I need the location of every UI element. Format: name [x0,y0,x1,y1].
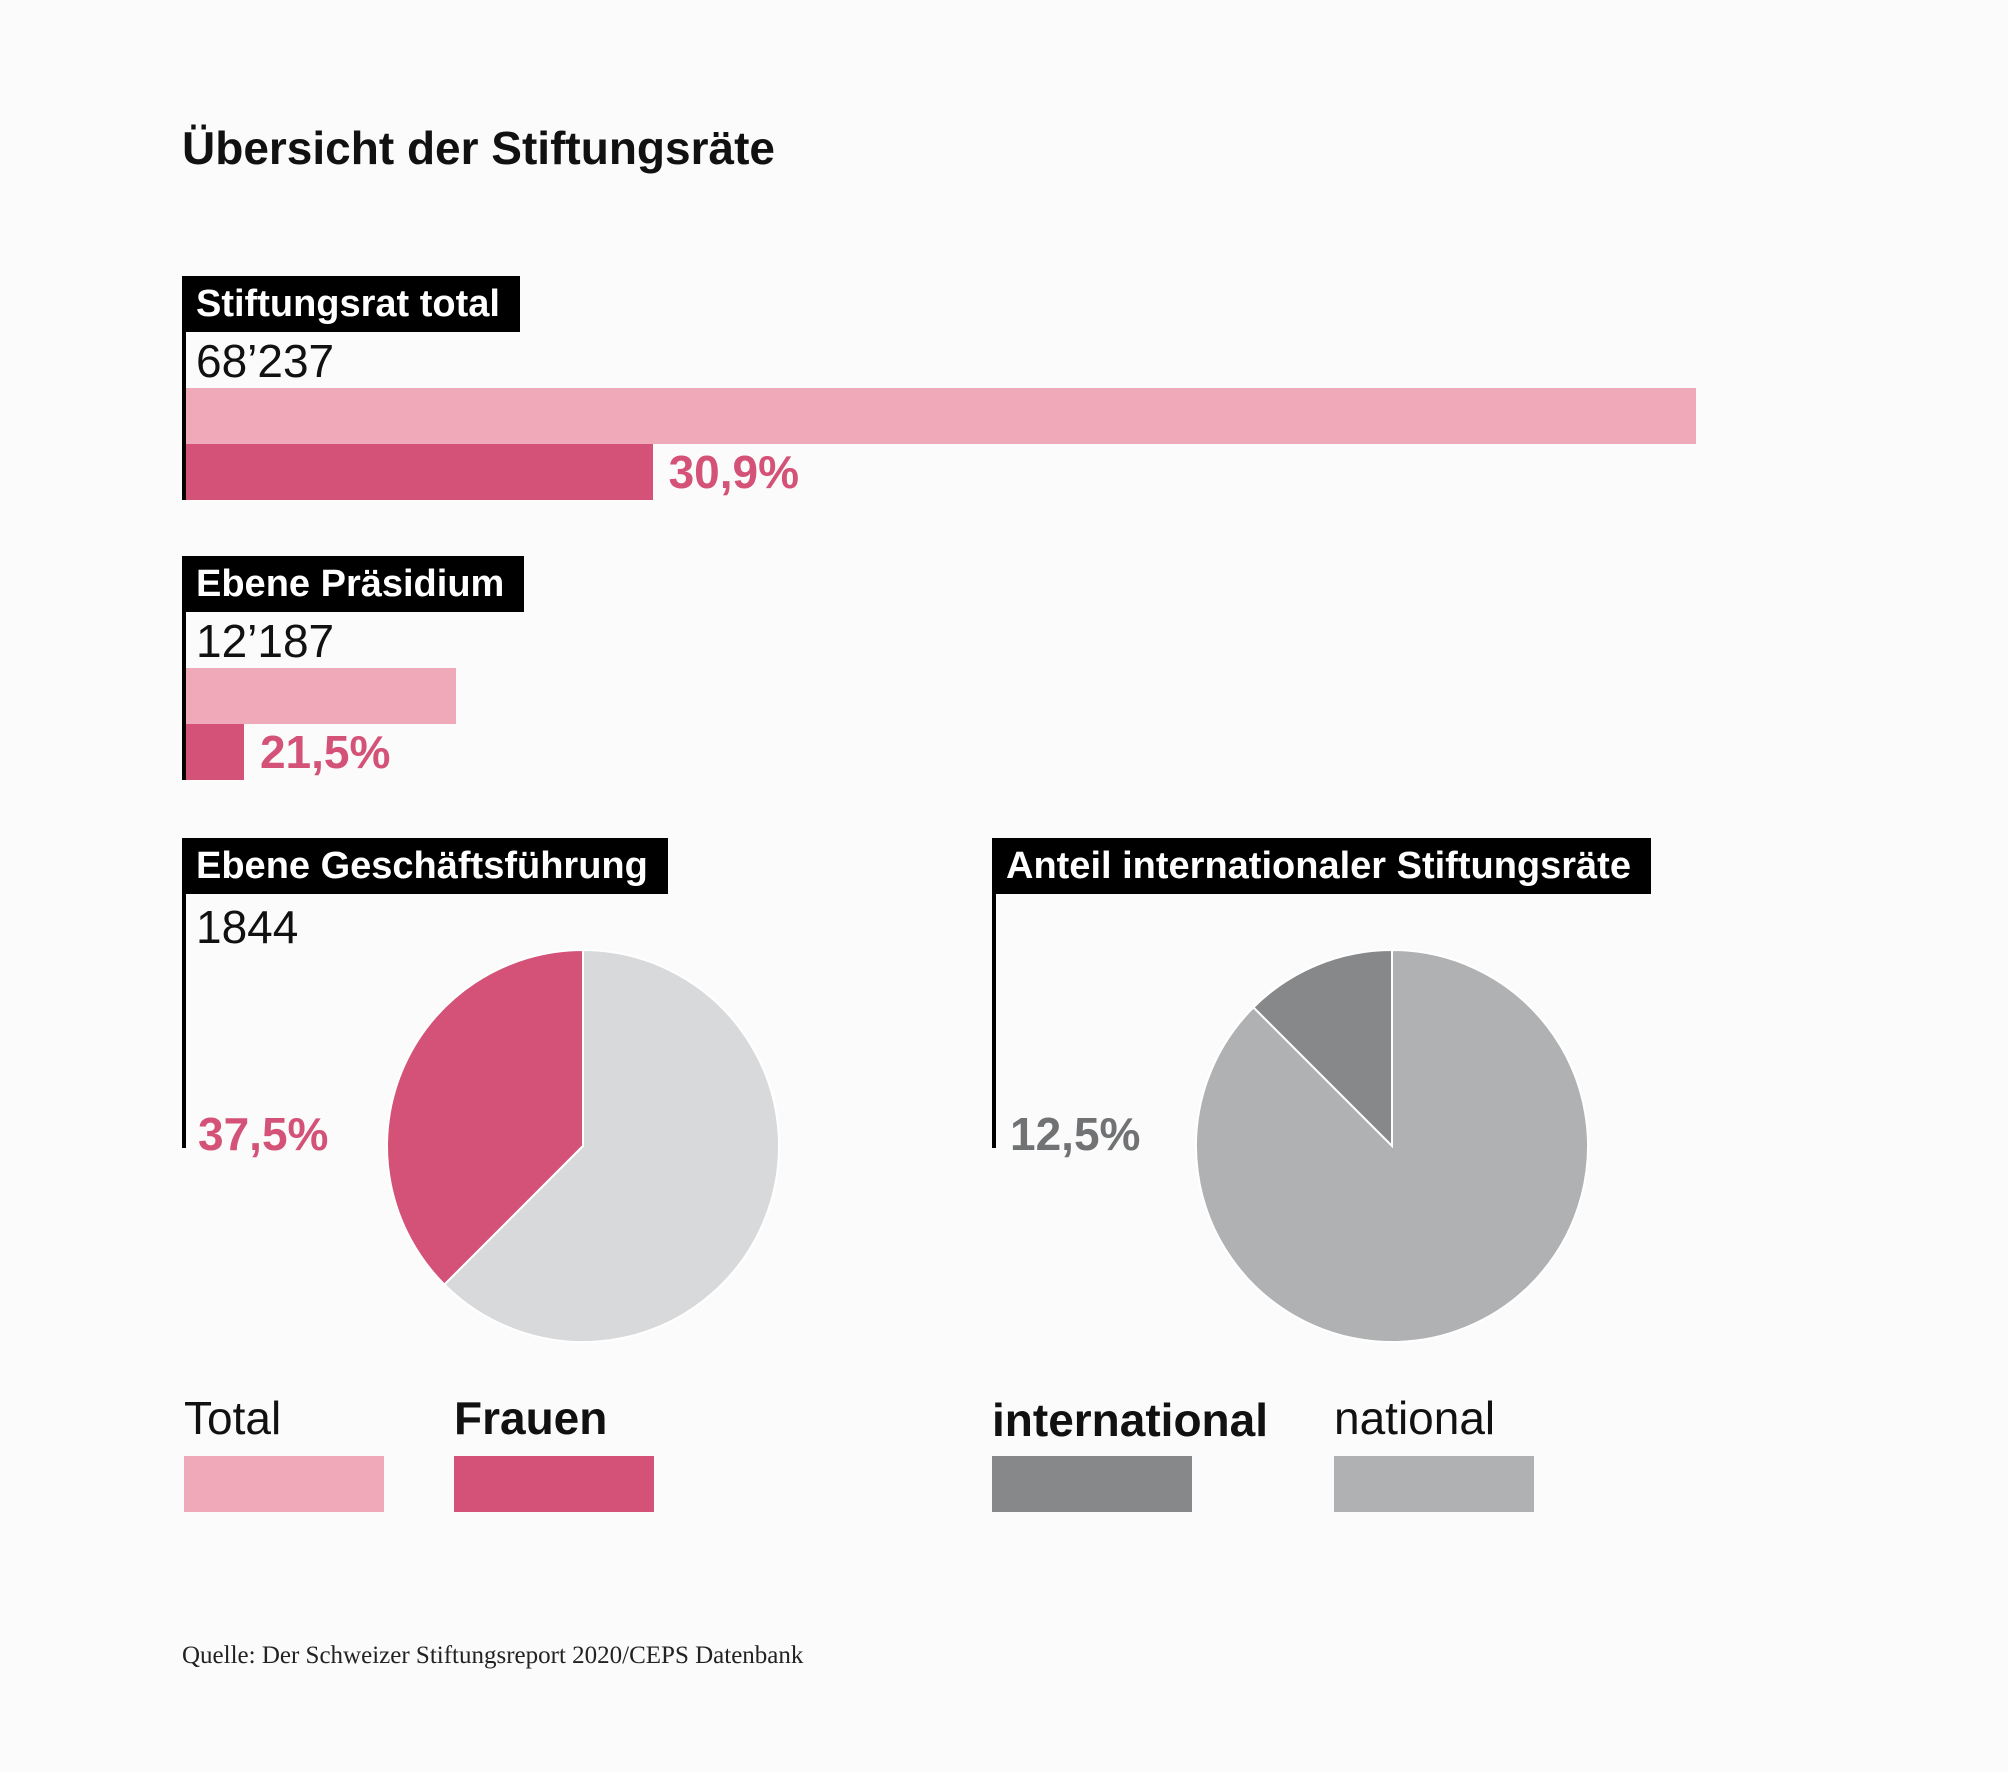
bar-frauen [186,724,244,780]
international-share-label: 12,5% [1010,1108,1141,1160]
page-title: Übersicht der Stiftungsräte [182,122,775,174]
section-title: Ebene Präsidium [182,556,525,612]
pie-slice-frauen [386,948,584,1287]
pie-slice-rest [442,948,780,1343]
legend-label-national: national [1334,1392,1496,1444]
legend-swatch-total [184,1456,384,1512]
section-rule [182,556,186,780]
pie-slice-international [1251,948,1393,1149]
legend-swatch-frauen [454,1456,654,1512]
legend-label-international: international [992,1394,1269,1446]
section-internationale-stiftungsraete: Anteil internationaler Stiftungsräte 12,… [992,838,1712,1358]
section-rule [182,276,186,500]
bar-total [186,668,456,724]
legend-label-total: Total [184,1392,282,1444]
total-count: 1844 [196,901,299,953]
frauen-share-label: 30,9% [668,446,800,498]
legend-swatch-international [992,1456,1192,1512]
frauen-share-label: 37,5% [198,1108,329,1160]
legend-label-frauen: Frauen [454,1392,608,1444]
total-count: 68’237 [196,335,335,387]
legend-swatch-national [1334,1456,1534,1512]
section-ebene-praesidium: Ebene Präsidium 12’187 21,5% [182,556,1702,780]
section-rule [182,838,186,1148]
section-title: Stiftungsrat total [182,276,520,332]
section-ebene-geschaeftsfuehrung: Ebene Geschäftsführung 1844 37,5% [182,838,822,1358]
bar-total [186,388,1696,444]
section-rule [992,838,996,1148]
bar-frauen [186,444,653,500]
section-stiftungsrat-total: Stiftungsrat total 68’237 30,9% [182,276,1702,500]
frauen-share-label: 21,5% [259,726,391,778]
total-count: 12’187 [196,615,335,667]
source-note: Quelle: Der Schweizer Stiftungsreport 20… [182,1642,804,1669]
section-title: Anteil internationaler Stiftungsräte [992,838,1651,894]
section-title: Ebene Geschäftsführung [182,838,668,894]
pie-slice-national [1195,948,1589,1343]
